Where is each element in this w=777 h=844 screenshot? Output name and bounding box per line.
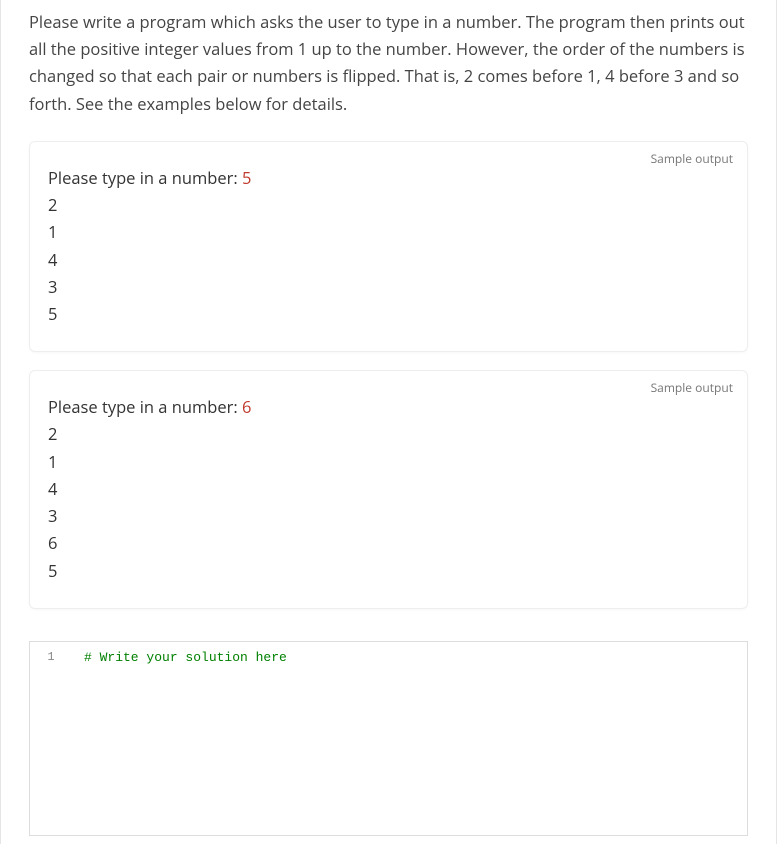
sample-output-line: 2 bbox=[48, 420, 729, 447]
sample-output-line: 2 bbox=[48, 191, 729, 218]
sample-output-line: 5 bbox=[48, 300, 729, 327]
sample-output-line: 1 bbox=[48, 448, 729, 475]
line-number: 1 bbox=[30, 648, 72, 666]
sample-prompt: Please type in a number: bbox=[48, 395, 242, 418]
sample-label: Sample output bbox=[651, 150, 733, 167]
sample-user-input: 5 bbox=[242, 166, 251, 189]
exercise-container: Please write a program which asks the us… bbox=[0, 0, 777, 844]
sample-output-line: 5 bbox=[48, 557, 729, 584]
sample-output-box-1: Sample output Please type in a number: 5… bbox=[29, 141, 748, 352]
sample-content-1: Please type in a number: 5 2 1 4 3 5 bbox=[48, 164, 729, 327]
sample-content-2: Please type in a number: 6 2 1 4 3 6 5 bbox=[48, 393, 729, 584]
sample-output-line: 4 bbox=[48, 475, 729, 502]
sample-output-line: 1 bbox=[48, 218, 729, 245]
sample-output-box-2: Sample output Please type in a number: 6… bbox=[29, 370, 748, 609]
sample-output-line: 3 bbox=[48, 502, 729, 529]
sample-label: Sample output bbox=[651, 379, 733, 396]
code-editor[interactable]: 1 # Write your solution here bbox=[29, 641, 748, 836]
sample-prompt: Please type in a number: bbox=[48, 166, 242, 189]
sample-output-line: 3 bbox=[48, 273, 729, 300]
sample-output-line: 6 bbox=[48, 529, 729, 556]
editor-gutter: 1 bbox=[30, 642, 72, 835]
sample-output-line: 4 bbox=[48, 246, 729, 273]
code-comment: # Write your solution here bbox=[84, 650, 287, 665]
sample-user-input: 6 bbox=[242, 395, 251, 418]
problem-statement: Please write a program which asks the us… bbox=[29, 0, 748, 123]
editor-code-area[interactable]: # Write your solution here bbox=[30, 642, 747, 674]
